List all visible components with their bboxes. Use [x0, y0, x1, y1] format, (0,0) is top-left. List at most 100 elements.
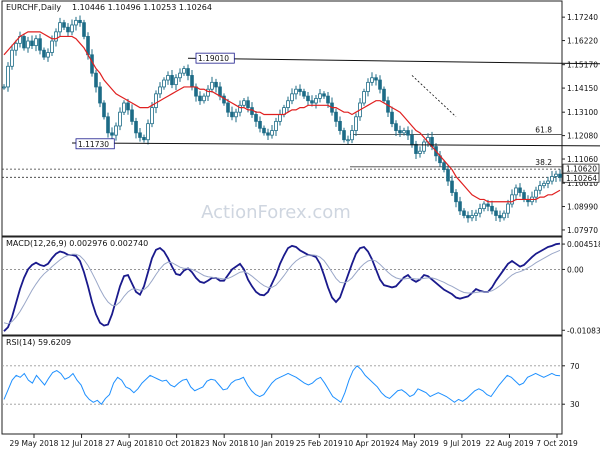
candle-body — [34, 38, 38, 47]
candle-body — [210, 81, 214, 90]
candle-body — [190, 75, 194, 88]
candle-body — [450, 180, 454, 193]
x-tick-label: 9 Jul 2019 — [443, 439, 481, 448]
candle-body — [338, 120, 342, 131]
x-tick-label: 10 Apr 2019 — [344, 439, 391, 448]
candle-body — [514, 187, 518, 196]
candle-body — [478, 208, 482, 214]
candle-body — [226, 102, 230, 113]
fib-label: 61.8 — [535, 125, 552, 134]
candle-body — [206, 88, 210, 97]
candle-body — [482, 203, 486, 210]
macd-y-tick-label: -0.010835 — [567, 326, 600, 335]
candle-body — [26, 40, 30, 49]
candle-body — [162, 79, 166, 88]
candle-body — [218, 86, 222, 97]
candle-body — [246, 100, 250, 108]
candle-body — [370, 77, 374, 83]
candle-body — [298, 88, 302, 92]
watermark: ActionForex.com — [201, 202, 351, 223]
candle-body — [70, 24, 74, 33]
price-y-tick-label: 1.07970 — [567, 226, 598, 235]
candle-body — [290, 93, 294, 102]
candle-body — [122, 102, 126, 113]
candle-body — [470, 215, 474, 219]
level-tag-label: 1.10620 — [566, 165, 597, 174]
candle-body — [446, 169, 450, 182]
candle-body — [258, 120, 262, 129]
candle-body — [502, 212, 506, 219]
x-tick-label: 27 Aug 2018 — [105, 439, 153, 448]
candle-body — [414, 143, 418, 154]
candle-body — [266, 132, 270, 136]
candle-body — [402, 130, 406, 134]
annotation-box — [75, 138, 115, 150]
price-y-tick-label: 1.14150 — [567, 84, 598, 93]
candle-body — [154, 93, 158, 108]
candle-body — [22, 36, 26, 49]
candle-body — [118, 111, 122, 127]
candle-body — [458, 201, 462, 212]
macd-layer — [2, 242, 562, 332]
candle-body — [398, 130, 402, 134]
candle-body — [302, 91, 306, 97]
candle-body — [342, 130, 346, 141]
candle-body — [46, 52, 50, 58]
price-y-tick-label: 1.15170 — [567, 61, 598, 70]
x-tick-label: 10 Oct 2018 — [153, 439, 200, 448]
candle-body — [42, 49, 46, 58]
x-tick-label: 24 May 2019 — [390, 439, 439, 448]
candle-body — [138, 132, 142, 138]
macd-line — [3, 242, 561, 332]
candle-body — [474, 212, 478, 216]
rsi-panel-frame — [1, 335, 563, 435]
candle-body — [326, 95, 330, 104]
fib-label: 38.2 — [535, 158, 552, 167]
candle-body — [314, 98, 318, 104]
candle-body — [538, 185, 542, 191]
candle-body — [378, 79, 382, 90]
candle-body — [546, 180, 550, 184]
macd-header: MACD(12,26,9) 0.002976 0.002740 — [6, 239, 148, 248]
candle-body — [418, 150, 422, 154]
price-y-tick-label: 1.12080 — [567, 132, 598, 141]
candle-body — [186, 68, 190, 76]
candle-body — [394, 123, 398, 131]
candle-body — [2, 86, 6, 89]
candle-body — [142, 137, 146, 141]
candle-body — [62, 22, 66, 28]
candle-body — [238, 104, 242, 113]
candle-body — [274, 120, 278, 131]
candle-body — [406, 130, 410, 136]
candle-body — [510, 194, 514, 205]
candle-body — [294, 88, 298, 95]
candle-body — [182, 68, 186, 74]
axis-layer: 1.17240 1.16220 1.15170 1.14150 1.13100 1.120… — [10, 13, 600, 448]
candle-body — [318, 93, 322, 99]
candle-body — [306, 95, 310, 102]
candle-body — [354, 116, 358, 131]
candle-body — [518, 187, 522, 193]
rsi-line — [3, 365, 561, 405]
x-tick-label: 10 Jan 2019 — [249, 439, 294, 448]
candle-body — [522, 192, 526, 200]
candle-body — [410, 134, 414, 145]
candle-body — [494, 210, 498, 216]
rsi-y-tick-label: 70 — [570, 362, 580, 371]
price-y-tick-label: 1.08990 — [567, 203, 598, 212]
trendline — [187, 57, 600, 65]
candle-body — [490, 205, 494, 212]
candle-body — [102, 102, 106, 118]
candle-body — [214, 81, 218, 88]
candle-body — [174, 77, 178, 86]
candle-body — [74, 19, 78, 26]
candle-body — [14, 42, 18, 51]
candle-body — [178, 72, 182, 79]
candle-body — [422, 141, 426, 152]
candle-body — [506, 203, 510, 214]
candle-body — [498, 215, 502, 219]
candle-body — [542, 182, 546, 187]
x-tick-label: 7 Oct 2019 — [536, 439, 578, 448]
